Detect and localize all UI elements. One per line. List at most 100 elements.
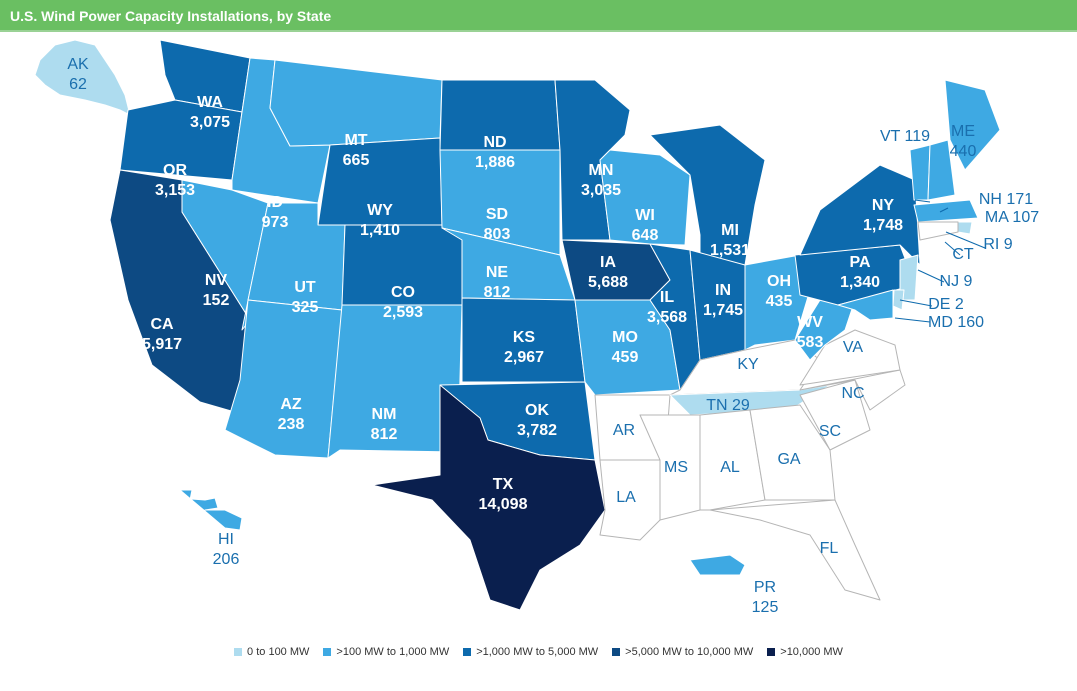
state-md[interactable]	[837, 289, 894, 321]
state-code: OK	[525, 402, 549, 419]
state-ny[interactable]	[799, 164, 921, 266]
state-label-nm: NM 812	[371, 406, 398, 443]
state-value: 812	[484, 284, 511, 301]
state-label-nc: NC	[841, 385, 864, 402]
state-ri[interactable]	[957, 221, 973, 235]
state-code: FL	[820, 540, 839, 557]
state-value: 440	[950, 143, 977, 160]
state-label-or: OR 3,153	[155, 162, 195, 199]
state-code: CO	[391, 284, 415, 301]
state-label-nh: NH 171	[979, 191, 1033, 208]
state-value: 648	[632, 227, 659, 244]
state-nj[interactable]	[899, 254, 919, 301]
state-ct[interactable]	[917, 221, 959, 241]
state-wi[interactable]	[599, 149, 691, 246]
state-pr[interactable]	[689, 554, 746, 576]
state-label-fl: FL	[820, 540, 839, 557]
state-label-tx: TX 14,098	[479, 476, 528, 513]
state-value: 1,748	[863, 217, 903, 234]
state-label-wa: WA 3,075	[190, 94, 230, 131]
state-al[interactable]	[699, 409, 766, 511]
state-label-pa: PA 1,340	[840, 254, 880, 291]
state-label-ak: AK 62	[67, 56, 89, 93]
state-code: KS	[513, 329, 536, 346]
state-code: IL	[660, 289, 674, 306]
state-label-oh: OH 435	[766, 273, 793, 310]
state-code: GA	[777, 451, 800, 468]
state-label-az: AZ 238	[278, 396, 305, 433]
state-code: PA	[849, 254, 870, 271]
state-label-va: VA	[843, 339, 863, 356]
state-code: AR	[613, 422, 635, 439]
state-code: IA	[600, 254, 616, 271]
state-value: 1,745	[703, 302, 743, 319]
state-ma[interactable]	[913, 199, 979, 223]
state-nh[interactable]	[927, 139, 956, 201]
state-label-me: ME 440	[950, 123, 977, 160]
state-hi[interactable]	[177, 489, 243, 531]
leader-line	[945, 231, 986, 249]
state-code: HI	[218, 531, 234, 548]
state-code: ID	[267, 194, 283, 211]
state-code: MS	[664, 459, 688, 476]
state-code: WI	[635, 207, 655, 224]
state-code: ND	[483, 134, 506, 151]
state-value: 2,593	[383, 304, 423, 321]
state-value: 238	[278, 416, 305, 433]
state-label-wi: WI 648	[632, 207, 659, 244]
state-label-il: IL 3,568	[647, 289, 687, 326]
state-code: KY	[737, 356, 759, 373]
legend-item: >100 MW to 1,000 MW	[323, 646, 449, 658]
state-ms[interactable]	[639, 414, 701, 521]
map-title: U.S. Wind Power Capacity Installations, …	[10, 8, 332, 24]
state-label-sd: SD 803	[484, 206, 511, 243]
state-value: 665	[343, 152, 370, 169]
state-va[interactable]	[799, 329, 901, 386]
leader-line	[939, 207, 949, 213]
state-fl[interactable]	[709, 499, 881, 601]
state-value: 435	[766, 293, 793, 310]
state-label-wy: WY 1,410	[360, 202, 400, 239]
state-label-ok: OK 3,782	[517, 402, 557, 439]
state-nv[interactable]	[181, 179, 269, 331]
state-label-ca: CA 5,917	[142, 316, 182, 353]
state-label-id: ID 973	[262, 194, 289, 231]
state-me[interactable]	[944, 79, 1001, 171]
state-label-md: MD 160	[928, 314, 984, 331]
state-code: VA	[843, 339, 863, 356]
state-code-value: RI 9	[983, 236, 1012, 253]
state-value: 3,075	[190, 114, 230, 131]
state-label-hi: HI 206	[213, 531, 240, 568]
legend-item: >10,000 MW	[767, 646, 843, 658]
state-sc[interactable]	[799, 379, 871, 451]
state-label-in: IN 1,745	[703, 282, 743, 319]
leader-line	[914, 199, 931, 203]
title-bar: U.S. Wind Power Capacity Installations, …	[0, 0, 1077, 32]
state-code: AK	[67, 56, 89, 73]
state-value: 125	[752, 599, 779, 616]
state-labels: AK 62 WA 3,075 OR 3,153 CA 5,917 ID 973 NV 152 MT 665…	[67, 56, 1039, 616]
leader-line	[899, 299, 933, 307]
legend-swatch	[612, 648, 621, 656]
legend-label: 0 to 100 MW	[247, 646, 310, 658]
state-vt[interactable]	[909, 144, 931, 201]
state-value: 3,153	[155, 182, 195, 199]
state-code: NE	[486, 264, 509, 281]
state-code: NM	[372, 406, 397, 423]
state-value: 812	[371, 426, 398, 443]
state-ga[interactable]	[749, 404, 836, 501]
state-label-nv: NV 152	[203, 272, 230, 309]
state-nm[interactable]	[327, 304, 463, 459]
state-label-ma: MA 107	[985, 209, 1039, 226]
state-code: NV	[205, 272, 228, 289]
state-value: 3,568	[647, 309, 687, 326]
state-code: OR	[163, 162, 187, 179]
state-code-value: TN 29	[706, 397, 750, 414]
state-label-la: LA	[616, 489, 636, 506]
state-label-ny: NY 1,748	[863, 197, 903, 234]
state-value: 459	[612, 349, 639, 366]
state-nc[interactable]	[799, 369, 906, 411]
legend-swatch	[463, 648, 472, 656]
state-tx[interactable]	[371, 384, 606, 611]
state-code-value: MA 107	[985, 209, 1039, 226]
